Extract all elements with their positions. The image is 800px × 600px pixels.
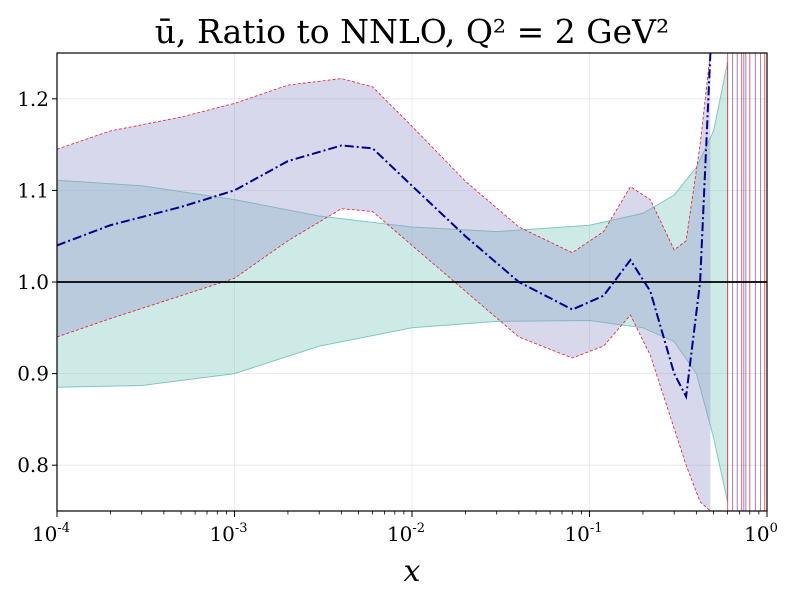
y-tick-label: 0.8 (17, 453, 49, 477)
comparison-central-line (57, 53, 712, 400)
x-tick-label: 10-4 (32, 521, 70, 546)
chart-title: ū, Ratio to NNLO, Q² = 2 GeV² (155, 12, 669, 51)
y-tick-label: 0.9 (17, 362, 49, 386)
y-tick-label: 1.1 (17, 178, 49, 202)
x-tick-label: 100 (744, 521, 778, 546)
x-axis-label: x (404, 554, 421, 589)
x-tick-label: 10-3 (209, 521, 247, 546)
y-tick-label: 1.0 (17, 270, 49, 294)
y-tick-label: 1.2 (17, 87, 49, 111)
plot-area (57, 53, 767, 511)
x-tick-label: 10-1 (564, 521, 602, 546)
comparison-band (57, 53, 711, 511)
x-tick-label: 10-2 (387, 521, 425, 546)
ticks: 0.8 0.9 1.0 1.1 1.2 10-4 10-3 10-2 10-1 100 (17, 87, 778, 546)
comparison-upper-edge (57, 53, 711, 254)
